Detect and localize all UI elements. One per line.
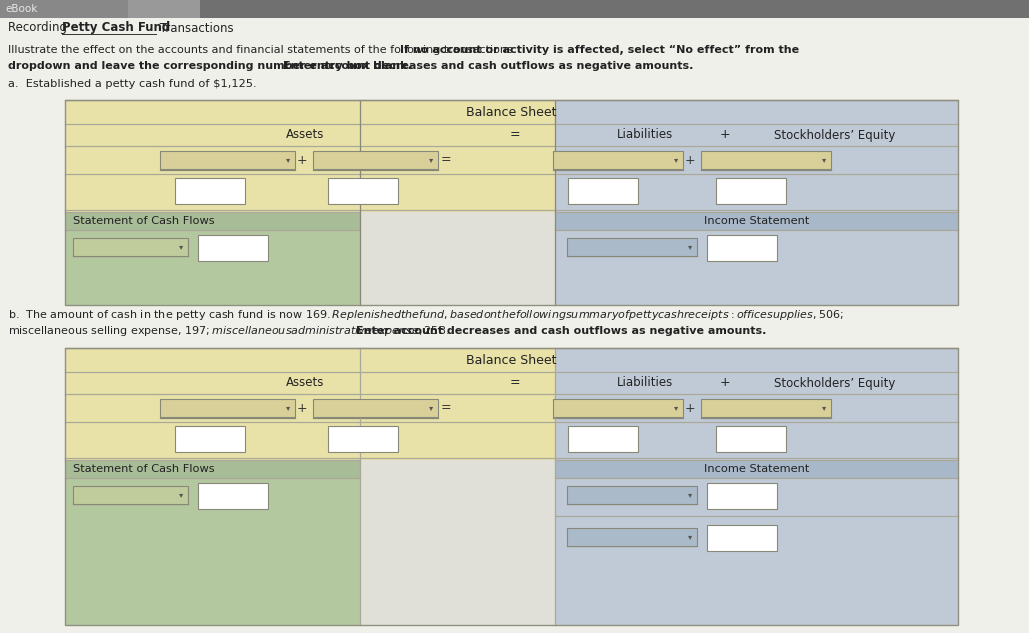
Text: Recording: Recording bbox=[8, 22, 71, 35]
Bar bbox=[707, 235, 777, 261]
Text: miscellaneous selling expense, $197; miscellaneous administrative expense, $253.: miscellaneous selling expense, $197; mis… bbox=[8, 324, 454, 338]
Text: ▾: ▾ bbox=[286, 156, 290, 165]
Text: Balance Sheet: Balance Sheet bbox=[466, 353, 557, 367]
Bar bbox=[65, 348, 958, 625]
Bar bbox=[328, 426, 398, 452]
Text: ▾: ▾ bbox=[687, 491, 693, 499]
Bar bbox=[65, 212, 360, 230]
Text: +: + bbox=[719, 377, 731, 389]
Bar bbox=[159, 151, 295, 169]
Bar bbox=[65, 212, 360, 305]
Bar bbox=[73, 238, 188, 256]
Text: =: = bbox=[509, 377, 521, 389]
Text: Enter account decreases and cash outflows as negative amounts.: Enter account decreases and cash outflow… bbox=[356, 326, 767, 336]
Text: Statement of Cash Flows: Statement of Cash Flows bbox=[73, 216, 215, 226]
Bar bbox=[175, 426, 245, 452]
Bar bbox=[568, 178, 638, 204]
Text: Income Statement: Income Statement bbox=[704, 216, 809, 226]
Text: ▾: ▾ bbox=[429, 403, 433, 413]
Text: ▾: ▾ bbox=[687, 532, 693, 541]
Bar bbox=[360, 212, 555, 305]
Bar bbox=[555, 460, 958, 625]
Bar bbox=[555, 212, 958, 230]
Text: +: + bbox=[684, 153, 696, 166]
Text: Balance Sheet: Balance Sheet bbox=[466, 106, 557, 118]
Bar bbox=[198, 483, 268, 509]
Bar bbox=[567, 486, 697, 504]
Bar bbox=[159, 399, 295, 417]
Bar bbox=[313, 151, 438, 169]
Bar bbox=[360, 460, 555, 625]
Bar bbox=[567, 238, 697, 256]
Text: ▾: ▾ bbox=[822, 403, 826, 413]
Bar bbox=[555, 212, 958, 305]
Bar bbox=[65, 100, 958, 305]
Text: Liabilities: Liabilities bbox=[616, 377, 673, 389]
Bar bbox=[707, 483, 777, 509]
Text: ▾: ▾ bbox=[286, 403, 290, 413]
Text: ▾: ▾ bbox=[674, 403, 678, 413]
Text: Stockholders’ Equity: Stockholders’ Equity bbox=[774, 128, 895, 142]
Bar bbox=[128, 0, 200, 18]
Bar bbox=[200, 0, 1029, 18]
Text: ▾: ▾ bbox=[674, 156, 678, 165]
Bar bbox=[65, 460, 360, 478]
Text: =: = bbox=[440, 401, 452, 415]
Text: Enter account decreases and cash outflows as negative amounts.: Enter account decreases and cash outflow… bbox=[283, 61, 694, 71]
Text: +: + bbox=[719, 128, 731, 142]
Bar bbox=[0, 0, 128, 18]
Bar bbox=[73, 486, 188, 504]
Text: ▾: ▾ bbox=[687, 242, 693, 251]
Bar bbox=[716, 178, 786, 204]
Bar bbox=[65, 460, 360, 625]
Text: Liabilities: Liabilities bbox=[616, 128, 673, 142]
Text: dropdown and leave the corresponding number entry box blank.: dropdown and leave the corresponding num… bbox=[8, 61, 416, 71]
Text: Petty Cash Fund: Petty Cash Fund bbox=[62, 22, 170, 35]
Bar bbox=[65, 100, 958, 305]
Text: Illustrate the effect on the accounts and financial statements of the following : Illustrate the effect on the accounts an… bbox=[8, 45, 520, 55]
Text: ▾: ▾ bbox=[822, 156, 826, 165]
Text: a.  Established a petty cash fund of $1,125.: a. Established a petty cash fund of $1,1… bbox=[8, 79, 256, 89]
Bar bbox=[553, 151, 683, 169]
Text: Statement of Cash Flows: Statement of Cash Flows bbox=[73, 464, 215, 474]
Bar bbox=[0, 0, 1029, 18]
Bar bbox=[555, 348, 958, 625]
Bar bbox=[707, 525, 777, 551]
Bar bbox=[716, 426, 786, 452]
Bar bbox=[567, 528, 697, 546]
Text: ▾: ▾ bbox=[179, 491, 183, 499]
Text: =: = bbox=[440, 153, 452, 166]
Bar bbox=[553, 399, 683, 417]
Bar bbox=[198, 235, 268, 261]
Bar bbox=[568, 426, 638, 452]
Text: =: = bbox=[509, 128, 521, 142]
Text: ▾: ▾ bbox=[429, 156, 433, 165]
Text: +: + bbox=[684, 401, 696, 415]
Bar bbox=[65, 348, 958, 625]
Bar bbox=[175, 178, 245, 204]
Bar bbox=[328, 178, 398, 204]
Bar bbox=[313, 399, 438, 417]
Bar bbox=[555, 100, 958, 305]
Text: ▾: ▾ bbox=[179, 242, 183, 251]
Bar bbox=[701, 399, 831, 417]
Text: eBook: eBook bbox=[5, 4, 37, 14]
Text: b.  The amount of cash in the petty cash fund is now $169. Replenished the fund,: b. The amount of cash in the petty cash … bbox=[8, 308, 844, 322]
Text: +: + bbox=[296, 153, 308, 166]
Text: If no account or activity is affected, select “No effect” from the: If no account or activity is affected, s… bbox=[400, 45, 800, 55]
Text: Transactions: Transactions bbox=[156, 22, 234, 35]
Text: Assets: Assets bbox=[286, 377, 324, 389]
Text: Assets: Assets bbox=[286, 128, 324, 142]
Bar bbox=[701, 151, 831, 169]
Text: Income Statement: Income Statement bbox=[704, 464, 809, 474]
Text: +: + bbox=[296, 401, 308, 415]
Text: Stockholders’ Equity: Stockholders’ Equity bbox=[774, 377, 895, 389]
Bar bbox=[555, 460, 958, 478]
